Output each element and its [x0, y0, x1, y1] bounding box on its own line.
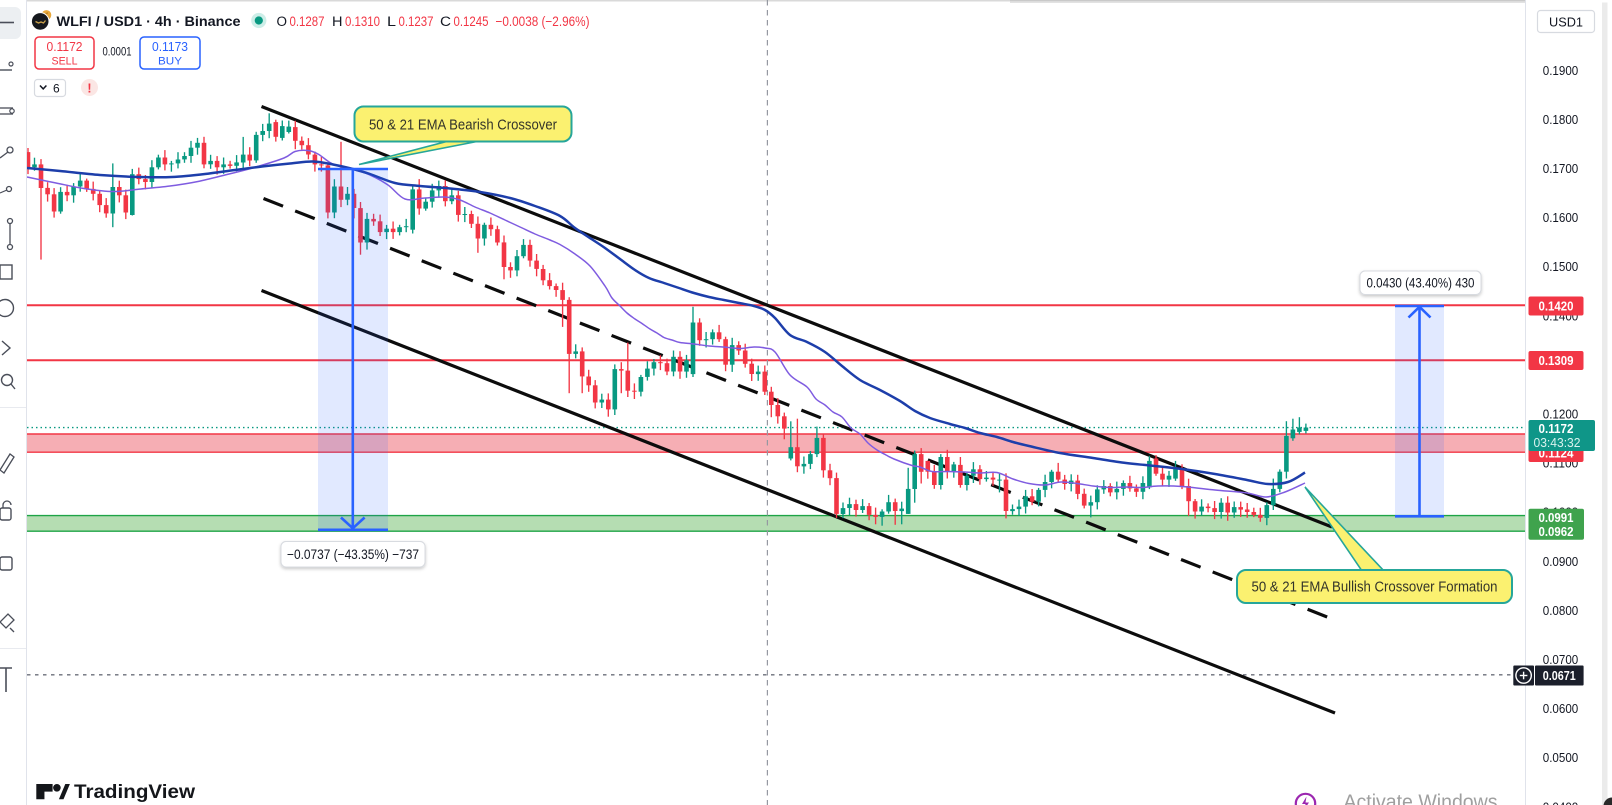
svg-text:H: H	[332, 14, 343, 29]
svg-text:0.1900: 0.1900	[1543, 63, 1579, 78]
svg-text:0.1500: 0.1500	[1543, 259, 1579, 274]
svg-text:03:43:32: 03:43:32	[1534, 436, 1581, 450]
svg-text:0.0700: 0.0700	[1543, 652, 1579, 667]
svg-text:L: L	[387, 14, 397, 29]
svg-text:0.0900: 0.0900	[1543, 554, 1579, 569]
svg-text:50 & 21 EMA Bullish Crossover: 50 & 21 EMA Bullish Crossover Formation	[1252, 579, 1498, 596]
svg-text:0.1309: 0.1309	[1539, 353, 1574, 368]
svg-text:0.0400: 0.0400	[1543, 799, 1579, 805]
svg-text:SELL: SELL	[52, 56, 78, 68]
svg-text:0.1287: 0.1287	[290, 14, 325, 29]
svg-text:0.0800: 0.0800	[1543, 603, 1579, 618]
svg-text:0.1200: 0.1200	[1543, 407, 1579, 422]
svg-text:0.0991: 0.0991	[1539, 510, 1574, 525]
svg-text:0.1245: 0.1245	[454, 14, 489, 29]
svg-text:TradingView: TradingView	[74, 782, 195, 803]
svg-text:0.1172: 0.1172	[47, 39, 83, 54]
svg-text:0.0430 (43.40%) 430: 0.0430 (43.40%) 430	[1367, 276, 1475, 291]
svg-text:0.1172: 0.1172	[1539, 421, 1574, 436]
svg-text:Activate Windows: Activate Windows	[1344, 791, 1498, 805]
svg-text:0.1310: 0.1310	[345, 14, 380, 29]
svg-text:−0.0038 (−2.96%): −0.0038 (−2.96%)	[496, 14, 590, 29]
svg-text:!: !	[87, 82, 91, 96]
svg-text:C: C	[440, 14, 451, 29]
svg-text:USD1: USD1	[1549, 15, 1583, 30]
svg-text:0.1173: 0.1173	[152, 39, 188, 54]
svg-text:−0.0737 (−43.35%) −737: −0.0737 (−43.35%) −737	[287, 547, 419, 562]
svg-text:0.1700: 0.1700	[1543, 161, 1579, 176]
svg-text:WLFI / USD1 · 4h · Binance: WLFI / USD1 · 4h · Binance	[57, 13, 241, 29]
svg-text:0.1237: 0.1237	[399, 14, 434, 29]
svg-text:0.0671: 0.0671	[1543, 668, 1576, 683]
svg-text:0.0001: 0.0001	[103, 47, 132, 59]
svg-text:O: O	[277, 14, 288, 29]
svg-text:BUY: BUY	[158, 56, 183, 68]
svg-text:6: 6	[53, 82, 60, 96]
svg-text:0.1600: 0.1600	[1543, 210, 1579, 225]
svg-text:0.1420: 0.1420	[1539, 299, 1574, 314]
svg-text:50 & 21 EMA Bearish Crossover: 50 & 21 EMA Bearish Crossover	[369, 117, 557, 134]
svg-text:0.0500: 0.0500	[1543, 750, 1579, 765]
svg-text:0.0962: 0.0962	[1539, 524, 1574, 539]
svg-text:0.0600: 0.0600	[1543, 701, 1579, 716]
svg-text:0.1800: 0.1800	[1543, 112, 1579, 127]
